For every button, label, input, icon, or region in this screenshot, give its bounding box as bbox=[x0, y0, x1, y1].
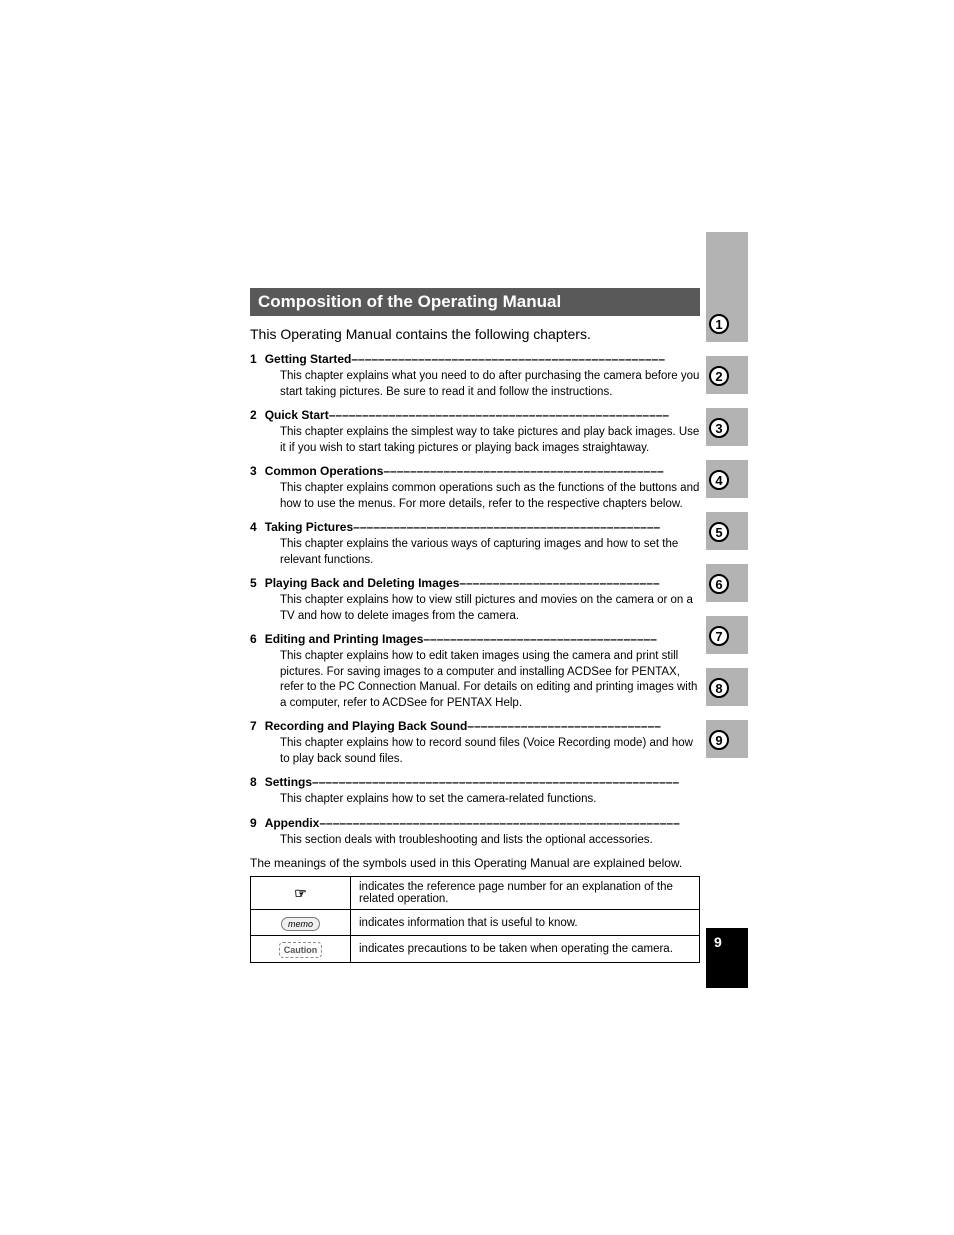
chapter-item: 6 Editing and Printing Images –––––––––––… bbox=[250, 632, 700, 711]
chapter-item: 8 Settings ––––––––––––––––––––––––––––––… bbox=[250, 775, 700, 808]
chapter-heading: 3 Common Operations –––––––––––––––––––––… bbox=[250, 464, 700, 478]
symbol-icon-cell: Caution bbox=[251, 936, 351, 963]
chapter-heading: 1 Getting Started –––––––––––––––––––––––… bbox=[250, 352, 700, 366]
symbol-icon-cell: memo bbox=[251, 910, 351, 936]
symbol-desc-cell: indicates the reference page number for … bbox=[351, 877, 700, 910]
side-tab[interactable]: 2 bbox=[706, 356, 748, 394]
chapter-title: Settings bbox=[265, 775, 312, 789]
chapter-number: 1 bbox=[250, 352, 257, 366]
tab-number: 6 bbox=[709, 574, 729, 594]
chapter-leader: ––––––––––––––––––––––––––––––––––––––––… bbox=[383, 464, 700, 478]
symbol-desc-cell: indicates precautions to be taken when o… bbox=[351, 936, 700, 963]
symbol-desc-cell: indicates information that is useful to … bbox=[351, 910, 700, 936]
chapter-number: 5 bbox=[250, 576, 257, 590]
chapter-number: 8 bbox=[250, 775, 257, 789]
chapter-title: Taking Pictures bbox=[265, 520, 353, 534]
chapter-title: Quick Start bbox=[265, 408, 329, 422]
chapter-list: 1 Getting Started –––––––––––––––––––––––… bbox=[250, 352, 700, 848]
chapter-number: 9 bbox=[250, 816, 257, 830]
chapter-title: Editing and Printing Images bbox=[265, 632, 424, 646]
chapter-description: This chapter explains the various ways o… bbox=[280, 537, 700, 568]
chapter-item: 9 Appendix–––––––––––––––––––––––––––––––… bbox=[250, 816, 700, 849]
chapter-item: 5 Playing Back and Deleting Images–––––––… bbox=[250, 576, 700, 624]
side-tab[interactable]: 7 bbox=[706, 616, 748, 654]
chapter-title: Recording and Playing Back Sound bbox=[265, 719, 468, 733]
chapter-description: This chapter explains how to view still … bbox=[280, 593, 700, 624]
tab-number: 8 bbox=[709, 678, 729, 698]
tab-number: 7 bbox=[709, 626, 729, 646]
chapter-heading: 8 Settings ––––––––––––––––––––––––––––––… bbox=[250, 775, 700, 789]
intro-text: This Operating Manual contains the follo… bbox=[250, 326, 700, 342]
chapter-title: Common Operations bbox=[265, 464, 384, 478]
table-row: Caution indicates precautions to be taken… bbox=[251, 936, 700, 963]
chapter-number: 2 bbox=[250, 408, 257, 422]
chapter-item: 2 Quick Start –––––––––––––––––––––––––––… bbox=[250, 408, 700, 456]
chapter-title: Playing Back and Deleting Images bbox=[265, 576, 460, 590]
symbols-intro: The meanings of the symbols used in this… bbox=[250, 856, 700, 870]
side-tabs: 1 2 3 4 5 6 7 8 9 bbox=[706, 232, 748, 772]
tab-number: 4 bbox=[709, 470, 729, 490]
chapter-heading: 5 Playing Back and Deleting Images–––––––… bbox=[250, 576, 700, 590]
side-tab[interactable]: 8 bbox=[706, 668, 748, 706]
side-tab[interactable]: 9 bbox=[706, 720, 748, 758]
chapter-number: 4 bbox=[250, 520, 257, 534]
side-tab[interactable]: 4 bbox=[706, 460, 748, 498]
chapter-title: Getting Started bbox=[265, 352, 352, 366]
chapter-number: 7 bbox=[250, 719, 257, 733]
chapter-description: This chapter explains how to record soun… bbox=[280, 736, 700, 767]
chapter-leader: ––––––––––––––––––––––––––––––––––––––––… bbox=[351, 352, 700, 366]
chapter-item: 7 Recording and Playing Back Sound–––––––… bbox=[250, 719, 700, 767]
chapter-item: 3 Common Operations –––––––––––––––––––––… bbox=[250, 464, 700, 512]
tab-number: 9 bbox=[709, 730, 729, 750]
chapter-heading: 6 Editing and Printing Images –––––––––––… bbox=[250, 632, 700, 646]
chapter-heading: 9 Appendix–––––––––––––––––––––––––––––––… bbox=[250, 816, 700, 830]
chapter-leader: ––––––––––––––––––––––––––––––––––– bbox=[423, 632, 700, 646]
table-row: ☞ indicates the reference page number for… bbox=[251, 877, 700, 910]
memo-icon: memo bbox=[281, 917, 320, 931]
chapter-item: 1 Getting Started –––––––––––––––––––––––… bbox=[250, 352, 700, 400]
chapter-leader: ––––––––––––––––––––––––––––––––––––––––… bbox=[312, 775, 700, 789]
chapter-heading: 2 Quick Start –––––––––––––––––––––––––––… bbox=[250, 408, 700, 422]
chapter-number: 6 bbox=[250, 632, 257, 646]
chapter-item: 4 Taking Pictures –––––––––––––––––––––––… bbox=[250, 520, 700, 568]
chapter-leader: –––––––––––––––––––––––––––––– bbox=[459, 576, 700, 590]
chapter-leader: ––––––––––––––––––––––––––––––––––––––––… bbox=[329, 408, 700, 422]
chapter-leader: ––––––––––––––––––––––––––––––––––––––––… bbox=[319, 816, 700, 830]
chapter-leader: ––––––––––––––––––––––––––––––––––––––––… bbox=[353, 520, 700, 534]
chapter-description: This chapter explains what you need to d… bbox=[280, 369, 700, 400]
chapter-heading: 4 Taking Pictures –––––––––––––––––––––––… bbox=[250, 520, 700, 534]
side-tab[interactable]: 5 bbox=[706, 512, 748, 550]
symbols-table: ☞ indicates the reference page number for… bbox=[250, 876, 700, 963]
side-tab[interactable]: 6 bbox=[706, 564, 748, 602]
chapter-description: This chapter explains the simplest way t… bbox=[280, 425, 700, 456]
chapter-description: This chapter explains common operations … bbox=[280, 481, 700, 512]
chapter-title: Appendix bbox=[265, 816, 320, 830]
side-tab[interactable]: 1 bbox=[706, 232, 748, 342]
page-number: 9 bbox=[706, 928, 748, 988]
caution-icon: Caution bbox=[279, 942, 323, 958]
page-content: Composition of the Operating Manual This… bbox=[250, 288, 700, 963]
section-title: Composition of the Operating Manual bbox=[250, 288, 700, 316]
chapter-description: This chapter explains how to set the cam… bbox=[280, 792, 700, 808]
tab-number: 1 bbox=[709, 314, 729, 334]
tab-number: 2 bbox=[709, 366, 729, 386]
chapter-description: This chapter explains how to edit taken … bbox=[280, 649, 700, 711]
table-row: memo indicates information that is useful… bbox=[251, 910, 700, 936]
chapter-heading: 7 Recording and Playing Back Sound–––––––… bbox=[250, 719, 700, 733]
tab-number: 3 bbox=[709, 418, 729, 438]
chapter-description: This section deals with troubleshooting … bbox=[280, 833, 700, 849]
symbol-icon-cell: ☞ bbox=[251, 877, 351, 910]
tab-number: 5 bbox=[709, 522, 729, 542]
chapter-number: 3 bbox=[250, 464, 257, 478]
reference-icon: ☞ bbox=[294, 885, 307, 901]
chapter-leader: ––––––––––––––––––––––––––––– bbox=[467, 719, 700, 733]
side-tab[interactable]: 3 bbox=[706, 408, 748, 446]
